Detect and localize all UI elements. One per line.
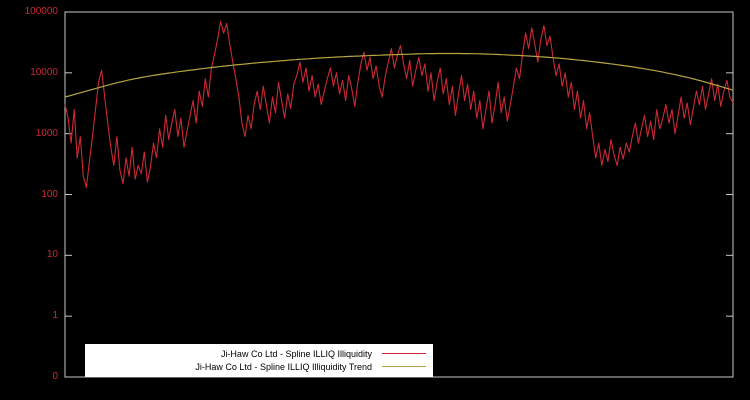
y-axis-tick-label: 100000 (24, 6, 58, 17)
chart-legend: Ji-Haw Co Ltd - Spline ILLIQ Illiquidity… (85, 344, 433, 377)
y-axis-tick-label: 1000 (35, 127, 58, 139)
y-axis-tick-label: 10000 (30, 66, 58, 78)
y-axis-tick-label: 10 (46, 249, 58, 261)
legend-line-sample-illiquidity (382, 353, 426, 354)
y-axis-tick-label: 1 (52, 310, 58, 322)
legend-line-sample-trend (382, 366, 426, 367)
legend-item-illiquidity: Ji-Haw Co Ltd - Spline ILLIQ Illiquidity (92, 347, 426, 360)
y-axis-tick-label: 100 (41, 188, 58, 200)
legend-label-illiquidity: Ji-Haw Co Ltd - Spline ILLIQ Illiquidity (220, 348, 372, 359)
legend-item-trend: Ji-Haw Co Ltd - Spline ILLIQ Illiquidity… (92, 360, 426, 373)
legend-label-trend: Ji-Haw Co Ltd - Spline ILLIQ Illiquidity… (195, 361, 372, 372)
y-axis-tick-label: 0 (52, 371, 58, 382)
